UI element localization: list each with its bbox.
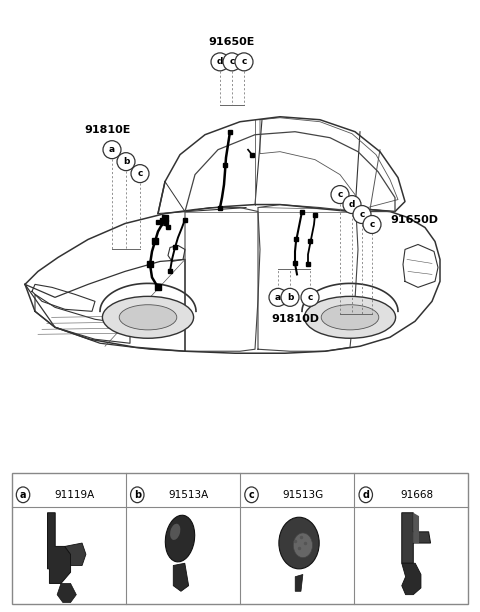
Ellipse shape xyxy=(293,533,312,558)
Text: c: c xyxy=(249,490,254,500)
Circle shape xyxy=(353,206,371,223)
Ellipse shape xyxy=(102,296,193,338)
Polygon shape xyxy=(402,513,431,563)
Text: 91513G: 91513G xyxy=(282,490,324,500)
Text: c: c xyxy=(337,190,343,199)
Circle shape xyxy=(131,165,149,182)
Polygon shape xyxy=(48,513,71,583)
Polygon shape xyxy=(173,563,189,591)
Text: a: a xyxy=(109,145,115,154)
Text: 91119A: 91119A xyxy=(54,490,95,500)
Circle shape xyxy=(211,53,229,71)
Text: 91650E: 91650E xyxy=(209,37,255,47)
Ellipse shape xyxy=(279,517,319,569)
Circle shape xyxy=(16,487,30,502)
Circle shape xyxy=(117,152,135,171)
Text: 91650D: 91650D xyxy=(390,215,438,225)
Text: a: a xyxy=(20,490,26,500)
Text: d: d xyxy=(362,490,369,500)
Text: c: c xyxy=(229,58,235,66)
Circle shape xyxy=(301,288,319,307)
Circle shape xyxy=(281,288,299,307)
Text: 91810E: 91810E xyxy=(85,125,131,135)
Polygon shape xyxy=(57,583,76,602)
Text: d: d xyxy=(349,200,355,209)
Ellipse shape xyxy=(119,305,177,330)
Circle shape xyxy=(223,53,241,71)
Text: a: a xyxy=(275,293,281,302)
Ellipse shape xyxy=(170,524,180,540)
Ellipse shape xyxy=(321,305,379,330)
Polygon shape xyxy=(295,575,303,591)
Text: 91810D: 91810D xyxy=(271,315,319,324)
Polygon shape xyxy=(413,513,419,543)
Text: d: d xyxy=(217,58,223,66)
Circle shape xyxy=(131,487,144,502)
Circle shape xyxy=(343,196,361,214)
Circle shape xyxy=(331,185,349,204)
Polygon shape xyxy=(402,563,421,595)
Ellipse shape xyxy=(165,515,195,562)
Text: c: c xyxy=(241,58,247,66)
Text: c: c xyxy=(307,293,312,302)
Polygon shape xyxy=(65,543,86,565)
Text: b: b xyxy=(287,293,293,302)
Text: c: c xyxy=(360,210,365,219)
Text: b: b xyxy=(134,490,141,500)
Circle shape xyxy=(363,215,381,234)
Text: c: c xyxy=(369,220,375,229)
Circle shape xyxy=(245,487,258,502)
Circle shape xyxy=(235,53,253,71)
Ellipse shape xyxy=(304,296,396,338)
Text: b: b xyxy=(123,157,129,166)
Text: c: c xyxy=(137,169,143,178)
Circle shape xyxy=(269,288,287,307)
Text: 91513A: 91513A xyxy=(168,490,209,500)
Circle shape xyxy=(103,141,121,159)
Text: 91668: 91668 xyxy=(400,490,433,500)
Circle shape xyxy=(359,487,372,502)
